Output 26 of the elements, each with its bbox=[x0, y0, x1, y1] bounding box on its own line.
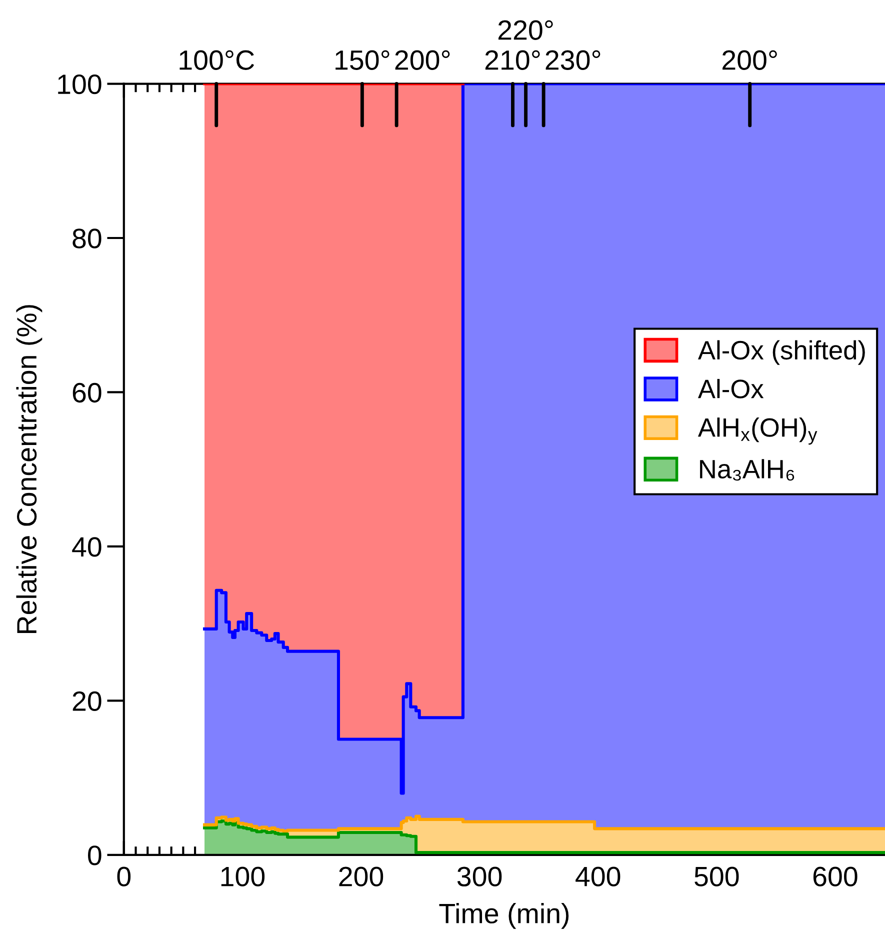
x-tick-label: 0 bbox=[117, 866, 131, 886]
legend-label: Al-Ox (shifted) bbox=[698, 340, 865, 365]
annotation: 100°C bbox=[180, 50, 254, 70]
y-axis-title: Relative Concentration (%) bbox=[16, 305, 42, 634]
annotation: 220° bbox=[498, 20, 553, 40]
y-tick-label: 60 bbox=[72, 382, 102, 403]
legend-label: Na₃AlH₆ bbox=[700, 459, 794, 481]
annotation: 230° bbox=[546, 50, 600, 70]
y-tick-label: 100 bbox=[58, 74, 102, 94]
legend-label: AlH$_{x}$(OH)$_{y}$ bbox=[698, 418, 818, 445]
annotation: 200° bbox=[722, 50, 777, 70]
x-tick-label: 500 bbox=[694, 866, 739, 886]
x-tick-label: 200 bbox=[339, 866, 384, 886]
y-tick-label: 40 bbox=[72, 537, 102, 557]
x-tick-label: 600 bbox=[813, 866, 858, 886]
y-tick-label: 20 bbox=[72, 691, 102, 712]
y-tick-label: 0 bbox=[88, 846, 102, 866]
x-tick-label: 400 bbox=[576, 866, 620, 886]
x-tick-label: 300 bbox=[457, 866, 502, 886]
y-tick-label: 80 bbox=[72, 228, 102, 248]
annotation: 200° bbox=[395, 50, 450, 70]
annotation: 150° bbox=[336, 50, 390, 70]
legend-label: Al-Ox bbox=[698, 378, 764, 398]
x-axis-title: Time (min) bbox=[439, 903, 569, 929]
annotation: 210° bbox=[485, 50, 540, 70]
x-tick-label: 100 bbox=[221, 866, 265, 886]
